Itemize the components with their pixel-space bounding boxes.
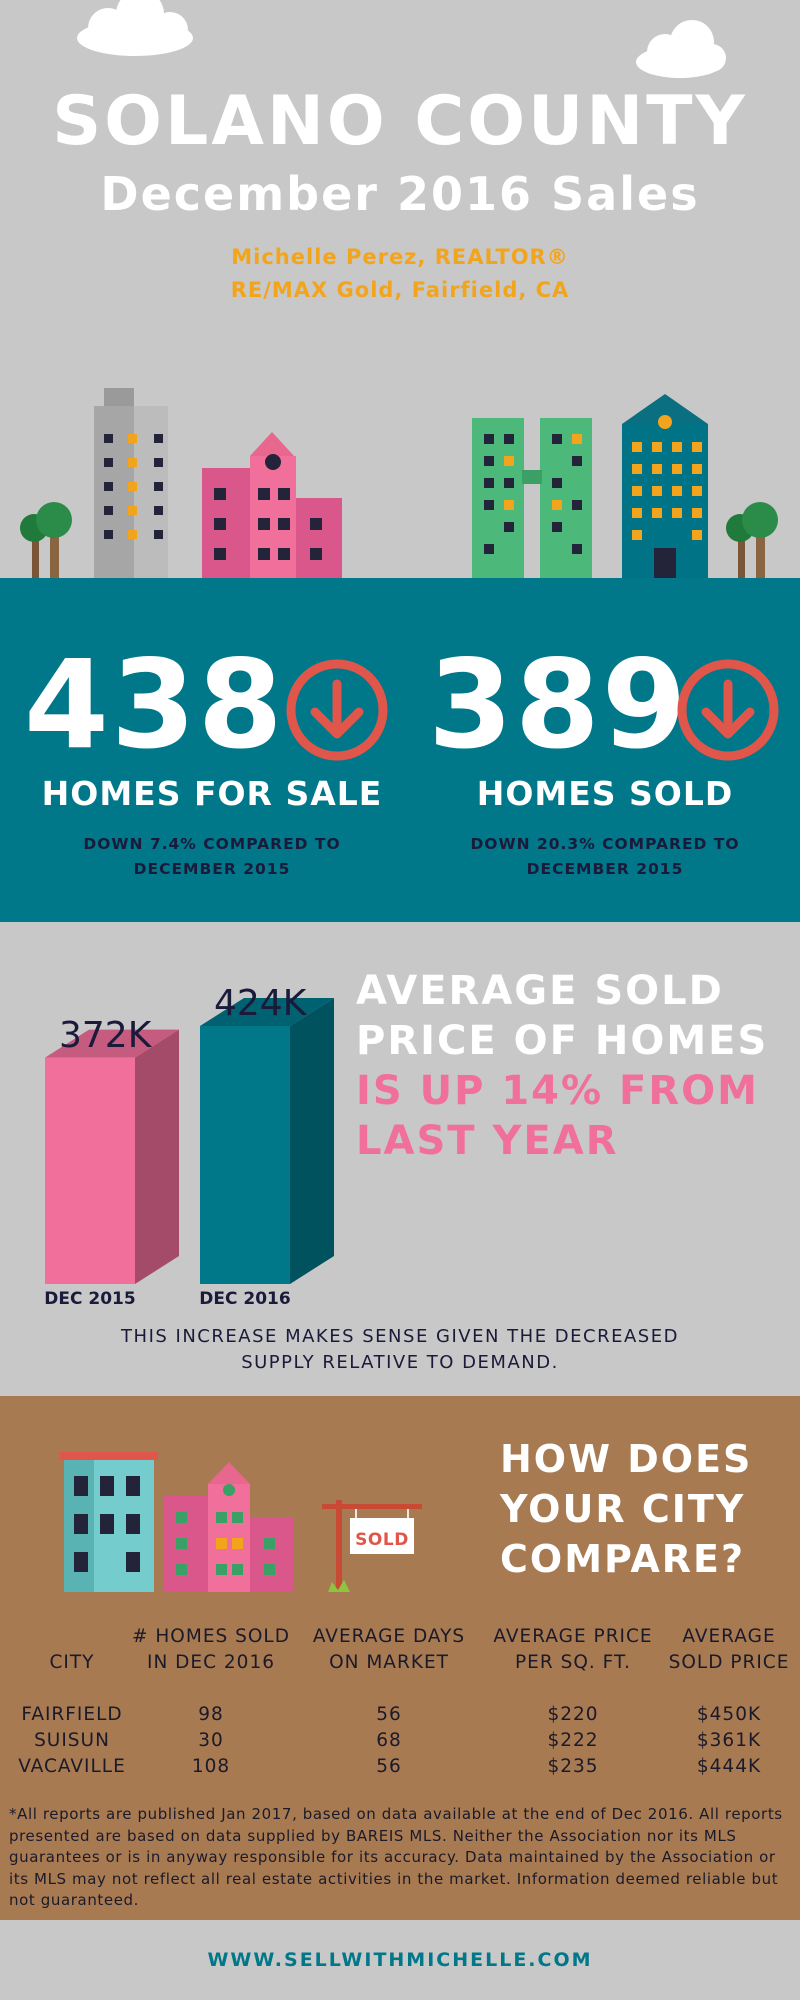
table-cell-sold-price: $450K xyxy=(696,1704,762,1725)
price-headline-line4: LAST YEAR xyxy=(356,1118,619,1164)
tree-icon xyxy=(726,502,778,578)
col-header-days-line2: ON MARKET xyxy=(329,1652,449,1673)
sold-sign-icon xyxy=(322,1500,422,1592)
col-header-sold-price-line2: SOLD PRICE xyxy=(668,1652,790,1673)
bar-dec-2016 xyxy=(200,998,334,1284)
price-headline-line2: PRICE OF HOMES xyxy=(356,1018,769,1064)
table-cell-city: FAIRFIELD xyxy=(21,1704,123,1725)
bar-category-label: DEC 2015 xyxy=(44,1289,136,1309)
homes-for-sale-count: 438 xyxy=(24,634,285,776)
city-section: SOLD HOW DOES YOUR CITY COMPARE? CITY # … xyxy=(0,1396,800,1920)
homes-sold-count: 389 xyxy=(428,634,689,776)
table-cell-homes-sold: 108 xyxy=(191,1756,231,1777)
col-header-city: CITY xyxy=(49,1652,95,1673)
city-headline-line1: HOW DOES xyxy=(500,1437,753,1481)
col-header-days-line1: AVERAGE DAYS xyxy=(312,1626,466,1647)
header-section: SOLANO COUNTY December 2016 Sales Michel… xyxy=(0,0,800,578)
disclaimer-footnote: *All reports are published Jan 2017, bas… xyxy=(9,1805,783,1909)
sold-sign-text: SOLD xyxy=(355,1530,409,1550)
grey-tower-icon xyxy=(94,388,168,578)
cloud-icon xyxy=(636,20,726,78)
website-link[interactable]: WWW.SELLWITHMICHELLE.COM xyxy=(207,1949,593,1971)
homes-sold-compare: DECEMBER 2015 xyxy=(526,860,684,878)
header-illustration xyxy=(20,0,778,578)
homes-sold-label: HOMES SOLD xyxy=(476,774,734,813)
col-header-price-sqft-line1: AVERAGE PRICE xyxy=(493,1626,653,1647)
col-header-sold-price-line1: AVERAGE xyxy=(682,1626,776,1647)
footer-section: WWW.SELLWITHMICHELLE.COM xyxy=(0,1920,800,2000)
page-subtitle: December 2016 Sales xyxy=(100,167,700,221)
table-cell-price-sqft: $222 xyxy=(547,1730,599,1751)
city-headline-line2: YOUR CITY xyxy=(500,1487,746,1531)
col-header-homes-sold-line1: # HOMES SOLD xyxy=(132,1626,290,1647)
col-header-price-sqft-line2: PER SQ. FT. xyxy=(515,1652,631,1673)
table-cell-sold-price: $444K xyxy=(696,1756,762,1777)
price-headline-line3: IS UP 14% FROM xyxy=(356,1068,759,1114)
stats-section: 438 HOMES FOR SALE DOWN 7.4% COMPARED TO… xyxy=(0,578,800,922)
down-arrow-icon xyxy=(286,659,388,761)
cloud-icon xyxy=(77,0,193,56)
price-section: 372K 424K DEC 2015 DEC 2016 AVERAGE SOLD… xyxy=(0,922,800,1396)
homes-for-sale-compare: DECEMBER 2015 xyxy=(133,860,291,878)
teal-building-icon xyxy=(60,1452,158,1592)
table-cell-days: 68 xyxy=(376,1730,402,1751)
city-illustration xyxy=(60,1452,422,1592)
bar-category-label: DEC 2016 xyxy=(199,1289,291,1309)
table-cell-price-sqft: $235 xyxy=(547,1756,599,1777)
price-bar-chart xyxy=(45,998,334,1284)
table-cell-price-sqft: $220 xyxy=(547,1704,599,1725)
table-cell-homes-sold: 30 xyxy=(198,1730,224,1751)
agent-office: RE/MAX Gold, Fairfield, CA xyxy=(230,278,570,302)
green-building-icon xyxy=(472,418,592,578)
price-note-line2: SUPPLY RELATIVE TO DEMAND. xyxy=(241,1352,559,1373)
table-cell-city: VACAVILLE xyxy=(18,1756,126,1777)
homes-for-sale-label: HOMES FOR SALE xyxy=(41,774,383,813)
homes-sold-change: DOWN 20.3% COMPARED TO xyxy=(470,835,740,853)
bar-value-label: 424K xyxy=(214,983,307,1024)
agent-name: Michelle Perez, REALTOR® xyxy=(231,245,569,269)
table-cell-sold-price: $361K xyxy=(696,1730,762,1751)
table-cell-city: SUISUN xyxy=(34,1730,110,1751)
tree-icon xyxy=(20,502,72,578)
col-header-homes-sold-line2: IN DEC 2016 xyxy=(147,1652,275,1673)
bar-value-label: 372K xyxy=(59,1014,152,1056)
homes-for-sale-change: DOWN 7.4% COMPARED TO xyxy=(83,835,341,853)
pink-building-icon xyxy=(164,1462,294,1592)
table-cell-homes-sold: 98 xyxy=(198,1704,224,1725)
price-note-line1: THIS INCREASE MAKES SENSE GIVEN THE DECR… xyxy=(121,1326,679,1347)
price-headline-line1: AVERAGE SOLD xyxy=(356,968,724,1014)
city-headline-line3: COMPARE? xyxy=(500,1537,746,1581)
teal-tower-icon xyxy=(622,394,708,578)
table-cell-days: 56 xyxy=(376,1704,402,1725)
down-arrow-icon xyxy=(677,659,779,761)
bar-dec-2015 xyxy=(45,1029,179,1284)
page-title: SOLANO COUNTY xyxy=(52,82,748,161)
table-cell-days: 56 xyxy=(376,1756,402,1777)
pink-building-icon xyxy=(202,432,342,578)
